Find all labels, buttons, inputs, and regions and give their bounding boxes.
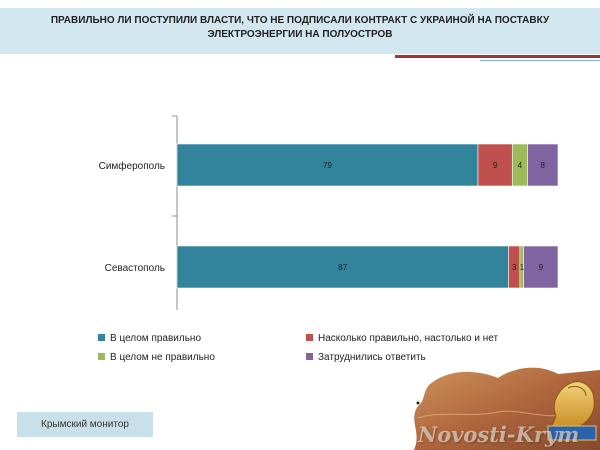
legend-swatch bbox=[98, 334, 105, 341]
legend-item: Насколько правильно, настолько и нет bbox=[306, 333, 498, 344]
category-label: Симферополь bbox=[99, 160, 165, 172]
data-label: 9 bbox=[539, 263, 544, 272]
stacked-bar-chart: Симферополь 79 9 4 8 Севастополь 87 3 1 9 bbox=[99, 115, 559, 310]
bar-segment bbox=[523, 245, 559, 289]
crimea-map-decoration bbox=[414, 367, 600, 450]
data-label: 87 bbox=[338, 263, 347, 272]
bar-segment bbox=[176, 245, 509, 289]
accent-rule-red bbox=[395, 55, 600, 58]
data-label: 9 bbox=[493, 161, 498, 170]
legend-label: Затруднились ответить bbox=[318, 352, 426, 363]
legend-swatch bbox=[98, 353, 105, 360]
data-label: 1 bbox=[520, 263, 525, 272]
legend-item: В целом правильно bbox=[98, 333, 201, 344]
legend-swatch bbox=[306, 334, 313, 341]
map-dot bbox=[416, 401, 420, 405]
data-label: 8 bbox=[541, 161, 546, 170]
legend-label: В целом правильно bbox=[110, 333, 202, 344]
bar-segment bbox=[176, 143, 479, 187]
legend-item: Затруднились ответить bbox=[306, 352, 426, 363]
accent-rule-blue bbox=[480, 60, 600, 61]
legend-label: В целом не правильно bbox=[110, 352, 215, 363]
watermark: Novosti-Krym bbox=[418, 422, 580, 447]
bar-segment bbox=[527, 143, 559, 187]
title-band bbox=[0, 8, 600, 54]
category-label: Севастополь bbox=[105, 263, 165, 274]
source-label: Крымский монитор bbox=[17, 412, 153, 437]
data-label: 3 bbox=[512, 263, 517, 272]
chart-title: ПРАВИЛЬНО ЛИ ПОСТУПИЛИ ВЛАСТИ, ЧТО НЕ ПО… bbox=[50, 15, 550, 40]
legend-label: Насколько правильно, настолько и нет bbox=[318, 333, 499, 344]
legend-swatch bbox=[306, 353, 313, 360]
griffin-emblem-icon bbox=[549, 381, 595, 431]
emblem-banner bbox=[547, 425, 597, 441]
legend-item: В целом не правильно bbox=[98, 352, 215, 363]
data-label: 79 bbox=[323, 161, 332, 170]
data-label: 4 bbox=[518, 161, 523, 170]
